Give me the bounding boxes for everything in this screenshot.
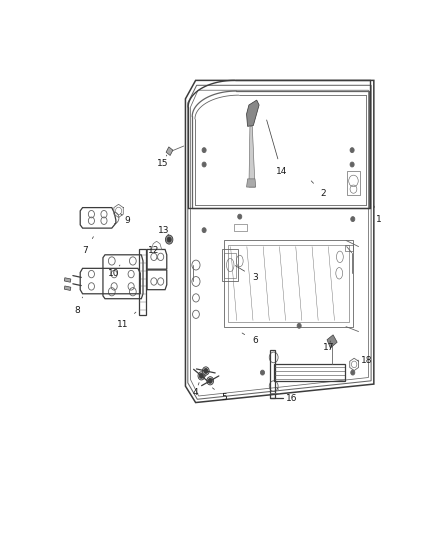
Circle shape	[202, 148, 206, 152]
Text: 15: 15	[157, 155, 169, 168]
Circle shape	[261, 370, 265, 375]
Circle shape	[351, 370, 355, 375]
Circle shape	[238, 214, 242, 219]
Circle shape	[297, 324, 301, 328]
Circle shape	[202, 367, 209, 375]
Circle shape	[198, 372, 205, 380]
Circle shape	[204, 368, 208, 374]
Text: 13: 13	[158, 225, 170, 235]
Circle shape	[202, 372, 206, 377]
Circle shape	[202, 228, 206, 232]
Circle shape	[207, 377, 214, 385]
Text: 7: 7	[82, 237, 93, 255]
Text: 8: 8	[74, 297, 83, 314]
Circle shape	[167, 237, 171, 242]
Text: 1: 1	[374, 206, 382, 224]
Text: 2: 2	[311, 181, 326, 198]
Circle shape	[350, 162, 354, 167]
Text: 10: 10	[108, 265, 120, 278]
Circle shape	[202, 162, 206, 167]
Text: 5: 5	[212, 388, 227, 402]
Text: 18: 18	[357, 356, 373, 365]
Circle shape	[350, 148, 354, 152]
Text: 17: 17	[323, 341, 335, 352]
Bar	[64, 286, 71, 290]
Text: 11: 11	[117, 312, 136, 329]
Text: 3: 3	[235, 265, 258, 282]
Polygon shape	[249, 126, 255, 187]
Polygon shape	[166, 147, 173, 156]
Circle shape	[351, 216, 355, 222]
Circle shape	[208, 378, 212, 383]
Bar	[64, 278, 71, 282]
Text: 16: 16	[277, 388, 297, 403]
Polygon shape	[327, 335, 337, 348]
Text: 4: 4	[193, 383, 199, 397]
Circle shape	[166, 235, 173, 244]
Circle shape	[199, 374, 203, 378]
Text: 12: 12	[148, 246, 159, 259]
Polygon shape	[247, 100, 259, 126]
Text: 9: 9	[120, 214, 131, 225]
Polygon shape	[247, 179, 256, 187]
Text: 14: 14	[267, 120, 287, 176]
Text: 6: 6	[242, 333, 258, 345]
